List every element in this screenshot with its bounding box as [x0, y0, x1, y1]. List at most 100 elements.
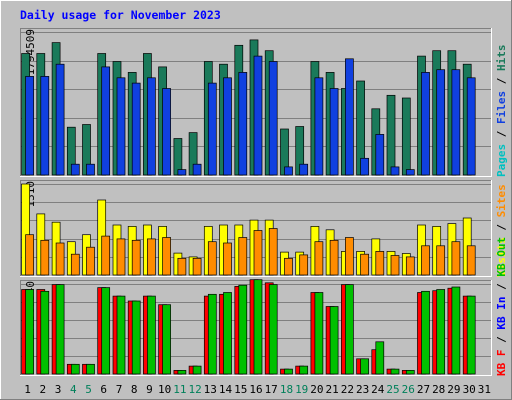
bar-visits-sites-day-27	[421, 245, 430, 276]
x-tick-label-day-28: 28	[432, 383, 445, 396]
x-tick-label-day-4: 4	[70, 383, 77, 396]
bar-hits-files-day-11	[177, 169, 187, 176]
bar-hits-files-day-3	[55, 63, 65, 176]
bar-kbytes-kb-out-day-8	[131, 300, 141, 375]
bar-hits-files-day-17	[268, 61, 278, 176]
bar-kbytes-kb-out-day-29	[451, 286, 461, 375]
bar-visits-sites-day-12	[192, 257, 202, 276]
bar-hits-files-day-25	[390, 166, 400, 176]
bar-visits-sites-day-14	[223, 242, 232, 276]
bar-kbytes-kb-out-day-4	[70, 363, 80, 375]
x-tick-label-day-20: 20	[310, 383, 323, 396]
panel-kbytes: 147967540KB F / KB In / KB Out	[20, 237, 508, 376]
bar-visits-sites-day-30	[466, 245, 476, 276]
bar-visits-sites-day-19	[299, 254, 309, 276]
x-tick-label-day-24: 24	[371, 383, 385, 396]
bar-kbytes-kb-out-day-9	[147, 295, 156, 375]
bar-hits-files-day-10	[162, 88, 171, 176]
bar-hits-files-day-12	[192, 163, 202, 176]
bar-hits-files-day-26	[405, 169, 415, 176]
bar-visits-sites-day-2	[40, 239, 50, 276]
legend-separator: /	[495, 277, 508, 297]
bar-hits-files-day-30	[466, 77, 476, 176]
bar-hits-files-day-7	[116, 77, 126, 176]
bar-visits-sites-day-16	[253, 230, 263, 276]
panel-hits-legend-text: Pages / Files / Hits	[495, 45, 508, 178]
bar-kbytes-kb-out-day-28	[436, 289, 446, 375]
legend-separator: /	[495, 330, 508, 350]
bar-visits-sites-day-4	[70, 253, 80, 276]
legend-entry-files: Files	[495, 91, 508, 124]
bar-hits-files-day-23	[360, 157, 369, 176]
x-tick-label-day-10: 10	[158, 383, 171, 396]
x-tick-label-day-31: 31	[478, 383, 491, 396]
bar-kbytes-kb-out-day-3	[55, 284, 65, 375]
bar-kbytes-kb-out-day-22	[345, 284, 354, 375]
bar-hits-files-day-22	[345, 58, 354, 176]
x-tick-label-day-16: 16	[249, 383, 262, 396]
bar-kbytes-kb-out-day-13	[207, 293, 217, 375]
x-tick-label-day-6: 6	[100, 383, 107, 396]
bar-visits-sites-day-15	[238, 237, 248, 276]
bar-kbytes-kb-out-day-17	[268, 284, 278, 375]
bar-kbytes-kb-out-day-11	[177, 370, 187, 375]
bar-kbytes-kb-out-day-30	[466, 295, 476, 375]
x-tick-label-day-8: 8	[131, 383, 138, 396]
legend-entry-kb-in: KB In	[495, 297, 508, 330]
legend-entry-kb-f: KB F	[495, 350, 508, 377]
bar-visits-sites-day-13	[207, 241, 217, 276]
legend-entry-visits: Visits	[495, 237, 508, 277]
bar-hits-files-day-14	[223, 77, 232, 176]
x-tick-label-day-12: 12	[188, 383, 201, 396]
bar-kbytes-kb-out-day-18	[284, 368, 293, 375]
legend-separator: /	[495, 124, 508, 144]
x-tick-label-day-3: 3	[55, 383, 62, 396]
bar-hits-files-day-24	[375, 134, 385, 176]
panel-kbytes-bars	[21, 279, 476, 375]
bar-visits-sites-day-9	[147, 238, 156, 276]
bar-hits-hits-day-25	[386, 94, 396, 176]
panel-visits-legend-text: Visits / Sites	[495, 184, 508, 277]
bar-visits-sites-day-7	[116, 238, 126, 276]
bar-hits-files-day-29	[451, 69, 461, 176]
x-tick-label-day-9: 9	[146, 383, 153, 396]
bar-hits-files-day-15	[238, 72, 248, 176]
x-tick-label-day-29: 29	[447, 383, 460, 396]
bar-visits-sites-day-25	[390, 255, 400, 276]
bar-kbytes-kb-out-day-5	[86, 363, 95, 375]
bar-kbytes-kb-out-day-23	[360, 358, 369, 375]
legend-separator: /	[495, 217, 508, 237]
x-tick-label-day-11: 11	[173, 383, 186, 396]
bar-visits-sites-day-17	[268, 228, 278, 276]
panel-hits-bars	[21, 39, 476, 176]
bar-visits-sites-day-26	[405, 256, 415, 276]
legend-entry-pages: Pages	[495, 144, 508, 177]
bar-visits-sites-day-23	[360, 253, 369, 276]
bar-hits-files-day-8	[131, 82, 141, 176]
x-tick-label-day-17: 17	[265, 383, 278, 396]
bar-visits-sites-day-22	[345, 237, 354, 276]
x-tick-label-day-22: 22	[341, 383, 354, 396]
bar-kbytes-kb-out-day-1	[25, 289, 34, 375]
bar-visits-sites-day-3	[55, 242, 65, 276]
bar-kbytes-kb-out-day-20	[314, 292, 324, 375]
bar-kbytes-kb-out-day-7	[116, 295, 126, 375]
bar-visits-sites-day-11	[177, 257, 187, 276]
legend-entry-hits: Hits	[495, 45, 508, 72]
bar-kbytes-kb-out-day-2	[40, 290, 50, 375]
bar-visits-sites-day-28	[436, 245, 446, 276]
bar-visits-sites-day-21	[329, 239, 339, 276]
bar-visits-sites-day-5	[86, 246, 95, 276]
bar-visits-sites-day-18	[284, 257, 293, 276]
bar-hits-files-day-19	[299, 163, 309, 176]
chart-title: Daily usage for November 2023	[20, 8, 221, 22]
x-tick-label-day-1: 1	[24, 383, 31, 396]
x-tick-label-day-19: 19	[295, 383, 308, 396]
panel-kbytes-legend: KB F / KB In / KB Out	[495, 237, 508, 376]
x-tick-label-day-25: 25	[386, 383, 399, 396]
bar-kbytes-kb-out-day-14	[223, 292, 232, 375]
bar-hits-files-day-1	[25, 76, 34, 176]
bar-kbytes-kb-out-day-21	[329, 306, 339, 375]
